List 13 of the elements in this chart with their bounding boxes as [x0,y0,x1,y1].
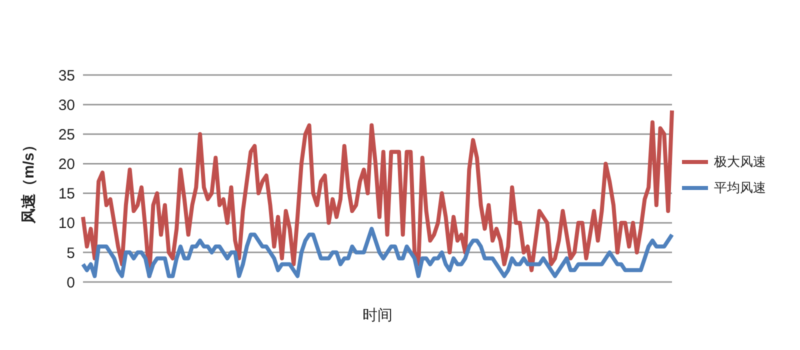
y-tick-label: 20 [58,156,75,174]
x-axis-title: 时间 [362,307,392,324]
y-tick-label: 25 [58,126,75,144]
y-axis-title: 风速（m/s） [20,138,38,224]
y-tick-label: 10 [58,215,75,232]
y-tick-label: 15 [58,186,75,203]
y-tick-label: 30 [58,96,75,114]
y-tick-label: 5 [66,244,75,262]
line-series [81,226,674,278]
legend-label: 极大风速 [714,153,766,171]
y-tick-label: 35 [58,67,75,84]
y-tick-label: 0 [66,274,75,292]
legend-label: 平均风速 [714,179,766,197]
